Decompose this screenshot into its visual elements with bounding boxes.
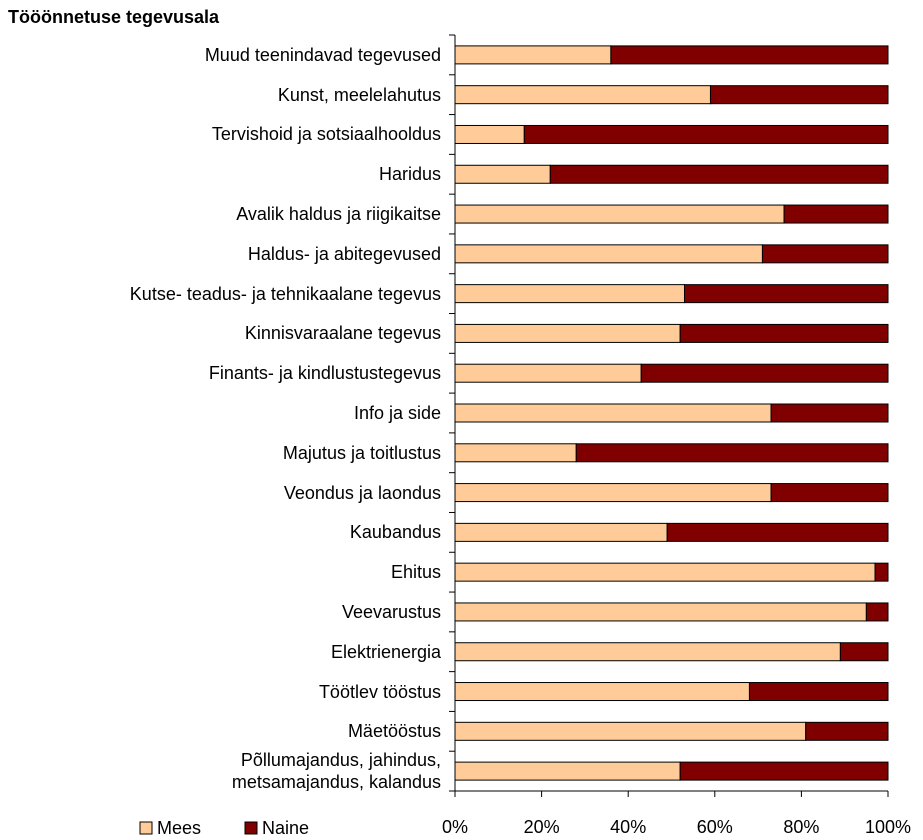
y-tick-label: Kunst, meelelahutus — [277, 84, 441, 105]
y-tick-label: Veevarustus — [341, 601, 441, 622]
y-tick-label: Haldus- ja abitegevused — [247, 243, 441, 264]
bar-segment — [454, 483, 772, 503]
bar-segment — [761, 244, 889, 264]
bar-segment — [454, 562, 876, 582]
bar-segment — [454, 244, 763, 264]
y-tick-label: Kutse- teadus- ja tehnikaalane tegevus — [129, 283, 441, 304]
legend-label: Naine — [262, 818, 309, 838]
category-label-box: Ehitus — [390, 562, 441, 583]
bar-segment — [679, 761, 889, 781]
bar-segment — [839, 642, 889, 662]
bar-segment — [454, 85, 711, 105]
y-tick-label: Kaubandus — [349, 522, 441, 543]
bar-segment — [454, 642, 841, 662]
category-label-box: Finants- ja kindlustustegevus — [208, 363, 441, 384]
category-label-box: Kaubandus — [349, 522, 441, 543]
y-tick-label: Veondus ja laondus — [283, 482, 441, 503]
bar-segment — [610, 45, 889, 65]
y-tick-label: Muud teenindavad tegevused — [204, 44, 441, 65]
x-tick-label: 20% — [524, 817, 560, 837]
category-label-box: Kinnisvaraalane tegevus — [244, 323, 441, 344]
bar-segment — [454, 761, 681, 781]
bar-segment — [454, 721, 807, 741]
category-label-box: Töötlev tööstus — [318, 681, 441, 702]
bar-segment — [770, 403, 889, 423]
category-label-box: Majutus ja toitlustus — [282, 442, 441, 463]
chart-title: Tööönnetuse tegevusala — [8, 7, 220, 27]
category-label-box: Kunst, meelelahutus — [277, 84, 441, 105]
y-tick-label: Ehitus — [390, 562, 441, 583]
category-label-box: Kutse- teadus- ja tehnikaalane tegevus — [129, 283, 441, 304]
x-tick-label: 100% — [865, 817, 911, 837]
category-label-box: Põllumajandus, jahindus, metsamajandus, … — [231, 751, 441, 791]
bar-segment — [865, 602, 889, 622]
bar-segment — [454, 522, 668, 542]
bar-segment — [454, 284, 685, 304]
bar-segment — [454, 323, 681, 343]
bar-segment — [454, 443, 577, 463]
category-label-box: Haldus- ja abitegevused — [247, 243, 441, 264]
bar-segment — [683, 284, 889, 304]
legend-swatch — [244, 821, 258, 835]
y-tick-label: Mäetööstus — [347, 721, 441, 742]
y-tick-label: Töötlev tööstus — [318, 681, 441, 702]
bar-segment — [454, 602, 867, 622]
bar-segment — [575, 443, 889, 463]
category-label-box: Haridus — [378, 164, 441, 185]
y-tick-label: Finants- ja kindlustustegevus — [208, 363, 441, 384]
category-label-box: Avalik haldus ja riigikaitse — [236, 204, 441, 225]
legend-swatch — [139, 821, 153, 835]
bar-segment — [666, 522, 889, 542]
bar-segment — [454, 124, 525, 144]
bar-segment — [454, 45, 612, 65]
bar-segment — [770, 483, 889, 503]
y-tick-label: Tervishoid ja sotsiaalhooldus — [211, 124, 441, 145]
y-tick-label: Haridus — [378, 164, 441, 185]
bar-segment — [709, 85, 889, 105]
y-tick-label: Avalik haldus ja riigikaitse — [236, 204, 441, 225]
y-tick-label: Põllumajandus, jahindus, metsamajandus, … — [231, 751, 441, 791]
y-tick-label: Kinnisvaraalane tegevus — [244, 323, 441, 344]
category-label-box: Info ja side — [353, 402, 441, 423]
y-tick-label: Elektrienergia — [330, 641, 441, 662]
bar-segment — [454, 363, 642, 383]
bar-segment — [454, 682, 750, 702]
bar-segment — [454, 164, 551, 184]
category-label-box: Veondus ja laondus — [283, 482, 441, 503]
x-tick-label: 0% — [442, 817, 468, 837]
bar-segment — [549, 164, 889, 184]
x-tick-label: 60% — [697, 817, 733, 837]
x-tick-label: 80% — [783, 817, 819, 837]
bar-segment — [454, 204, 785, 224]
bar-segment — [640, 363, 889, 383]
bar-segment — [783, 204, 889, 224]
category-label-box: Muud teenindavad tegevused — [204, 44, 441, 65]
legend-label: Mees — [157, 818, 201, 838]
bar-segment — [679, 323, 889, 343]
x-tick-label: 40% — [610, 817, 646, 837]
category-label-box: Tervishoid ja sotsiaalhooldus — [211, 124, 441, 145]
y-tick-label: Majutus ja toitlustus — [282, 442, 441, 463]
category-label-box: Elektrienergia — [330, 641, 441, 662]
bar-segment — [523, 124, 889, 144]
bar-segment — [805, 721, 889, 741]
category-label-box: Veevarustus — [341, 601, 441, 622]
bar-segment — [874, 562, 889, 582]
bar-segment — [454, 403, 772, 423]
y-tick-label: Info ja side — [353, 402, 441, 423]
category-label-box: Mäetööstus — [347, 721, 441, 742]
bar-segment — [748, 682, 889, 702]
